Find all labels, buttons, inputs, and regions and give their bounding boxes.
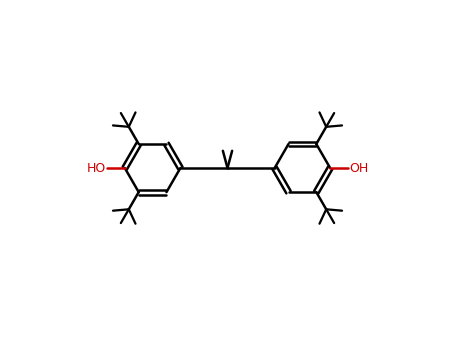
Text: HO: HO [87, 162, 106, 175]
Text: OH: OH [349, 162, 368, 175]
